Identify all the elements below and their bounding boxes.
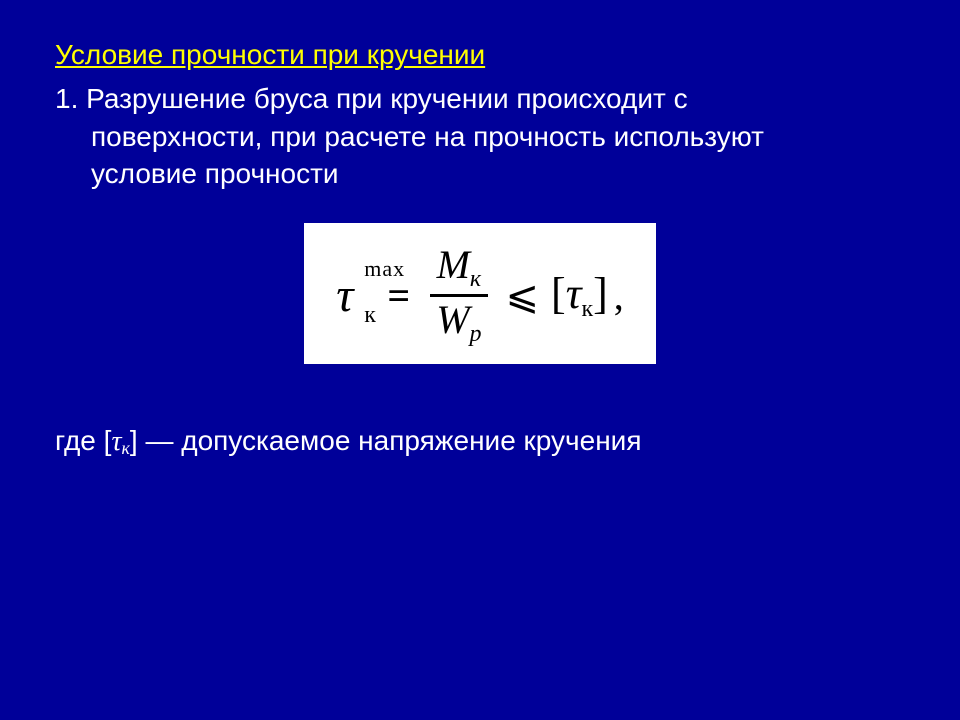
where-prefix: где [ (55, 425, 111, 456)
le-sign: ⩽ (506, 272, 540, 319)
where-tau: τ (111, 426, 121, 457)
slide-title: Условие прочности при кручении (55, 36, 905, 74)
rhs-sub: к (581, 296, 593, 322)
formula-lhs: τ max к (336, 268, 353, 323)
formula-rhs: [τк] (551, 268, 608, 323)
lhs-sup: max (364, 256, 405, 282)
body-line-1: 1. Разрушение бруса при кручении происхо… (55, 80, 905, 118)
formula-fraction: Mк Wp (430, 245, 487, 346)
lhs-sub: к (364, 302, 376, 329)
den-sym: W (436, 297, 469, 342)
den-sub: p (470, 321, 482, 347)
body-line-2: поверхности, при расчете на прочность ис… (55, 118, 905, 156)
lhs-tau: τ (336, 269, 353, 322)
where-suffix: ] — допускаемое напряжение кручения (130, 425, 642, 456)
rhs-open: [ (551, 269, 566, 318)
rhs-close: ] (593, 269, 608, 318)
num-sym: M (437, 242, 470, 287)
body-line-3: условие прочности (55, 155, 905, 193)
where-sub: к (121, 438, 129, 458)
num-sub: к (470, 266, 481, 292)
formula-trail: , (614, 272, 624, 319)
fraction-denominator: Wp (430, 300, 487, 346)
formula-box: τ max к = Mк Wp ⩽ [τк] , (304, 223, 656, 364)
slide: Условие прочности при кручении 1. Разруш… (0, 0, 960, 720)
fraction-numerator: Mк (431, 245, 488, 291)
where-line: где [τк] — допускаемое напряжение кручен… (55, 422, 905, 461)
rhs-tau: τ (566, 269, 582, 318)
formula-container: τ max к = Mк Wp ⩽ [τк] , (55, 223, 905, 364)
